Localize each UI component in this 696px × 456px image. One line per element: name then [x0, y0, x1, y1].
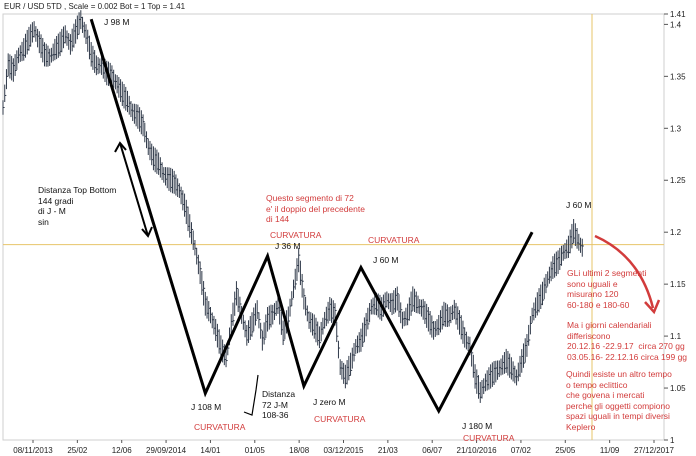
x-tick-label: 07/02 [511, 446, 532, 455]
chart-annotation: J zero M [313, 397, 346, 407]
chart-annotation: CURVATURA [368, 235, 420, 245]
y-tick-label: 1.3 [670, 124, 682, 133]
chart-annotation: CURVATURA [314, 414, 366, 424]
forecast-arrow [594, 234, 655, 309]
y-tick-label: 1.15 [670, 280, 686, 289]
distance-arrow-head-top [114, 141, 127, 153]
chart-annotation: CURVATURA [194, 422, 246, 432]
x-tick-label: 25/02 [67, 446, 88, 455]
forecast-arrow-head [644, 299, 661, 315]
y-tick-label: 1.1 [670, 332, 682, 341]
y-tick-label: 1.05 [670, 384, 686, 393]
x-tick-label: 14/01 [200, 446, 221, 455]
chart-annotation: J 60 M [566, 200, 592, 210]
x-tick-label: 03/12/2015 [323, 446, 364, 455]
x-tick-label: 27/12/2017 [634, 446, 675, 455]
chart-annotation: Questo segmento di 72 e' il doppio del p… [266, 193, 365, 224]
chart-annotation: J 36 M [275, 241, 301, 251]
y-tick-label: 1.4 [670, 20, 682, 29]
x-tick-label: 06/07 [422, 446, 443, 455]
x-tick-label: 18/08 [289, 446, 310, 455]
y-tick-label: 1.2 [670, 228, 682, 237]
chart-annotation: CURVATURA [270, 230, 322, 240]
chart-annotation: J 98 M [104, 17, 130, 27]
x-tick-label: 29/09/2014 [146, 446, 187, 455]
x-tick-label: 25/05 [555, 446, 576, 455]
chart-header: EUR / USD 5TD , Scale = 0.002 Bot = 1 To… [4, 2, 186, 11]
distance-72-arrow [243, 374, 259, 416]
y-tick-label: 1.35 [670, 72, 686, 81]
swing-path-line [89, 18, 534, 415]
plot-frame [2, 13, 665, 441]
chart-annotation: J 108 M [191, 402, 222, 412]
distance-arrow [119, 142, 149, 237]
x-tick-label: 11/09 [600, 446, 620, 455]
chart-annotation: GLi ultimi 2 segmenti sono uguali e misu… [567, 268, 647, 310]
x-tick-label: 08/11/2013 [13, 446, 53, 455]
y-tick-label: 1 [670, 436, 675, 445]
y-tick-label: 1.25 [670, 176, 686, 185]
chart-annotation: Quindi esiste un altro tempo o tempo ecl… [566, 369, 672, 432]
distance-arrow-head-bottom [141, 226, 153, 238]
y-tick-label: 1.41 [670, 10, 686, 19]
chart-annotation: J 60 M [373, 255, 399, 265]
chart-annotation: Distanza 72 J-M 108-36 [262, 389, 296, 420]
chart-annotation: CURVATURA [463, 433, 515, 443]
x-tick-label: 01/05 [245, 446, 266, 455]
chart-annotation: Distanza Top Bottom 144 gradi di J - M s… [38, 185, 117, 227]
x-tick-label: 12/06 [112, 446, 133, 455]
chart-annotation: J 180 M [462, 421, 493, 431]
x-tick-label: 21/10/2016 [457, 446, 498, 455]
chart-annotation: Ma i giorni calendariali differiscono 20… [567, 320, 688, 362]
x-tick-label: 21/03 [378, 446, 399, 455]
